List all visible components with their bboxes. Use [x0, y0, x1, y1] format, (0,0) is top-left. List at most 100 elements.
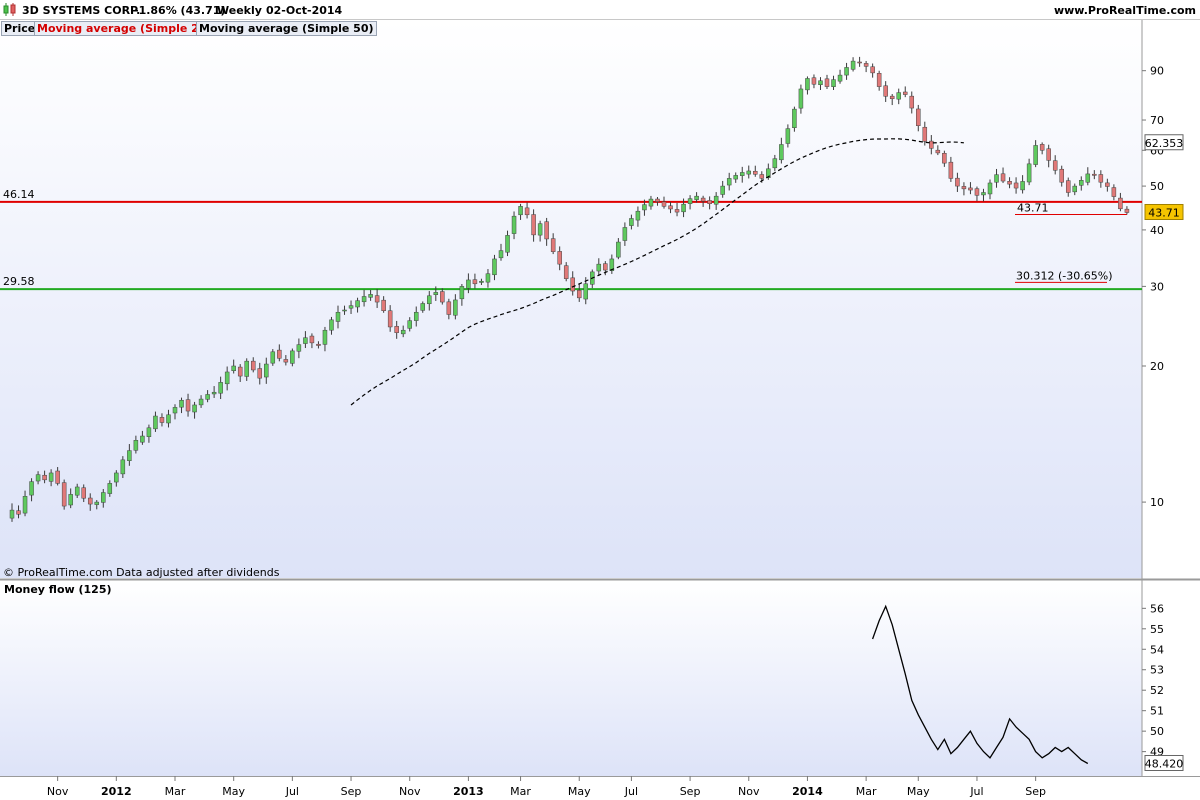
candle-up: [74, 486, 80, 496]
candle-down: [381, 299, 386, 311]
x-tick-label: Nov: [47, 785, 69, 798]
candle-up: [746, 170, 752, 175]
x-tick-label: 2012: [101, 785, 132, 798]
moneyflow-value-badge-box: [1144, 754, 1184, 771]
candle-up: [94, 501, 100, 505]
x-tick-label: 2013: [453, 785, 484, 798]
candle-up: [681, 203, 686, 213]
candle-down: [87, 497, 93, 505]
price-change: -1.86% (43.71): [134, 4, 226, 17]
candle-up: [322, 329, 328, 345]
candle-up: [9, 509, 15, 519]
candle-up: [192, 404, 197, 413]
candle-down: [1039, 144, 1045, 151]
x-axis: Nov 2012 Mar May Jul Sep Nov 2013 Mar May Jul Sep No…: [47, 776, 1046, 798]
candle-down: [374, 295, 380, 303]
candle-down: [909, 95, 915, 109]
x-tick-label: May: [222, 785, 245, 798]
candle-up: [335, 311, 341, 322]
legend-tab-price[interactable]: Price: [1, 21, 39, 36]
candle-up: [844, 67, 849, 76]
y-tick-label: 40: [1150, 224, 1164, 237]
candle-down: [935, 149, 941, 154]
candle-up: [153, 415, 158, 430]
candle-down: [707, 200, 712, 204]
candle-up: [1079, 180, 1084, 186]
candle-up: [407, 320, 412, 329]
candle-up: [772, 158, 778, 169]
candle-up: [733, 175, 738, 180]
candle-down: [863, 63, 869, 67]
y-tick-label: 54: [1150, 643, 1164, 656]
candle-up: [518, 206, 523, 216]
candle-down: [277, 349, 282, 359]
candle-down: [387, 310, 393, 328]
candle-up: [1033, 145, 1038, 165]
candle-up: [505, 235, 510, 253]
candle-up: [231, 365, 236, 371]
moneyflow-value-badge-text: 48.420: [1145, 757, 1184, 770]
candle-up: [479, 280, 484, 283]
x-tick-label: Jul: [624, 785, 638, 798]
x-tick-label: Jul: [969, 785, 983, 798]
candle-down: [1007, 181, 1012, 185]
candle-down: [668, 205, 673, 210]
indicator-title: Money flow (125): [4, 583, 112, 596]
candle-down: [159, 417, 165, 423]
candle-up: [368, 294, 373, 298]
candle-down: [1124, 208, 1130, 213]
site-link[interactable]: www.ProRealTime.com: [1053, 4, 1196, 17]
y-tick-label: 50: [1150, 725, 1164, 738]
candle-down: [1118, 197, 1123, 210]
candle-up: [296, 344, 302, 352]
candle-down: [16, 510, 21, 515]
candle-down: [1065, 180, 1071, 193]
candle-up: [1072, 185, 1078, 193]
candle-down: [544, 221, 549, 240]
x-tick-label: Sep: [341, 785, 362, 798]
candle-up: [172, 407, 178, 414]
candle-down: [237, 366, 243, 377]
candle-up: [818, 80, 823, 86]
candle-up: [459, 286, 465, 300]
candle-down: [250, 360, 256, 371]
x-tick-label: 2014: [792, 785, 823, 798]
candle-up: [694, 195, 699, 200]
candle-down: [968, 187, 973, 191]
footer-note: © ProRealTime.com Data adjusted after di…: [3, 566, 280, 579]
candle-up: [687, 198, 693, 204]
candle-down: [563, 265, 569, 279]
candle-up: [127, 450, 132, 461]
candle-down: [974, 188, 980, 196]
candle-down: [883, 85, 888, 97]
legend-tab-ma50[interactable]: Moving average (Simple 50): [196, 21, 377, 36]
ticker-title: 3D SYSTEMS CORP.: [22, 4, 141, 17]
candle-up: [348, 305, 354, 309]
candle-up: [433, 292, 439, 295]
candle-up: [133, 440, 139, 451]
candle-up: [766, 168, 771, 179]
candle-down: [576, 290, 582, 299]
candle-up: [642, 204, 647, 211]
candle-down: [753, 170, 758, 175]
candle-up: [850, 60, 856, 70]
candle-down: [550, 238, 556, 252]
x-tick-label: Jul: [285, 785, 299, 798]
candle-down: [942, 152, 947, 164]
y-tick-label: 53: [1150, 664, 1164, 677]
y-tick-label: 70: [1150, 114, 1164, 127]
y-tick-label: 20: [1150, 360, 1164, 373]
candle-up: [211, 391, 217, 395]
price-panel-background: [0, 20, 1142, 578]
candle-up: [1026, 163, 1032, 183]
candle-down: [655, 198, 660, 202]
candle-up: [987, 182, 993, 195]
legend-tab-ma200[interactable]: Moving average (Simple 200): [34, 21, 223, 36]
value-badges: 62.353 43.71 48.420: [1144, 134, 1184, 771]
candle-down: [811, 77, 817, 85]
moving-average-series: [350, 138, 964, 406]
candle-up: [792, 108, 797, 128]
candle-down: [42, 474, 47, 481]
y-tick-label: 30: [1150, 280, 1164, 293]
